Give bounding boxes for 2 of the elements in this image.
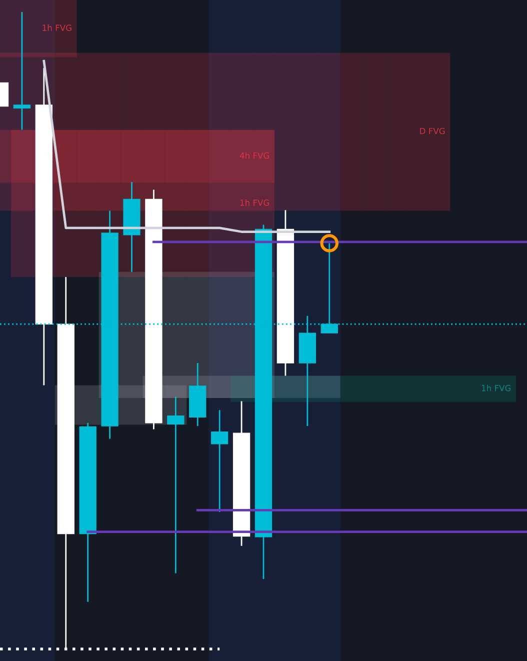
series-label: 1h FVG (42, 24, 72, 31)
series-label: 1h FVG (482, 384, 511, 392)
